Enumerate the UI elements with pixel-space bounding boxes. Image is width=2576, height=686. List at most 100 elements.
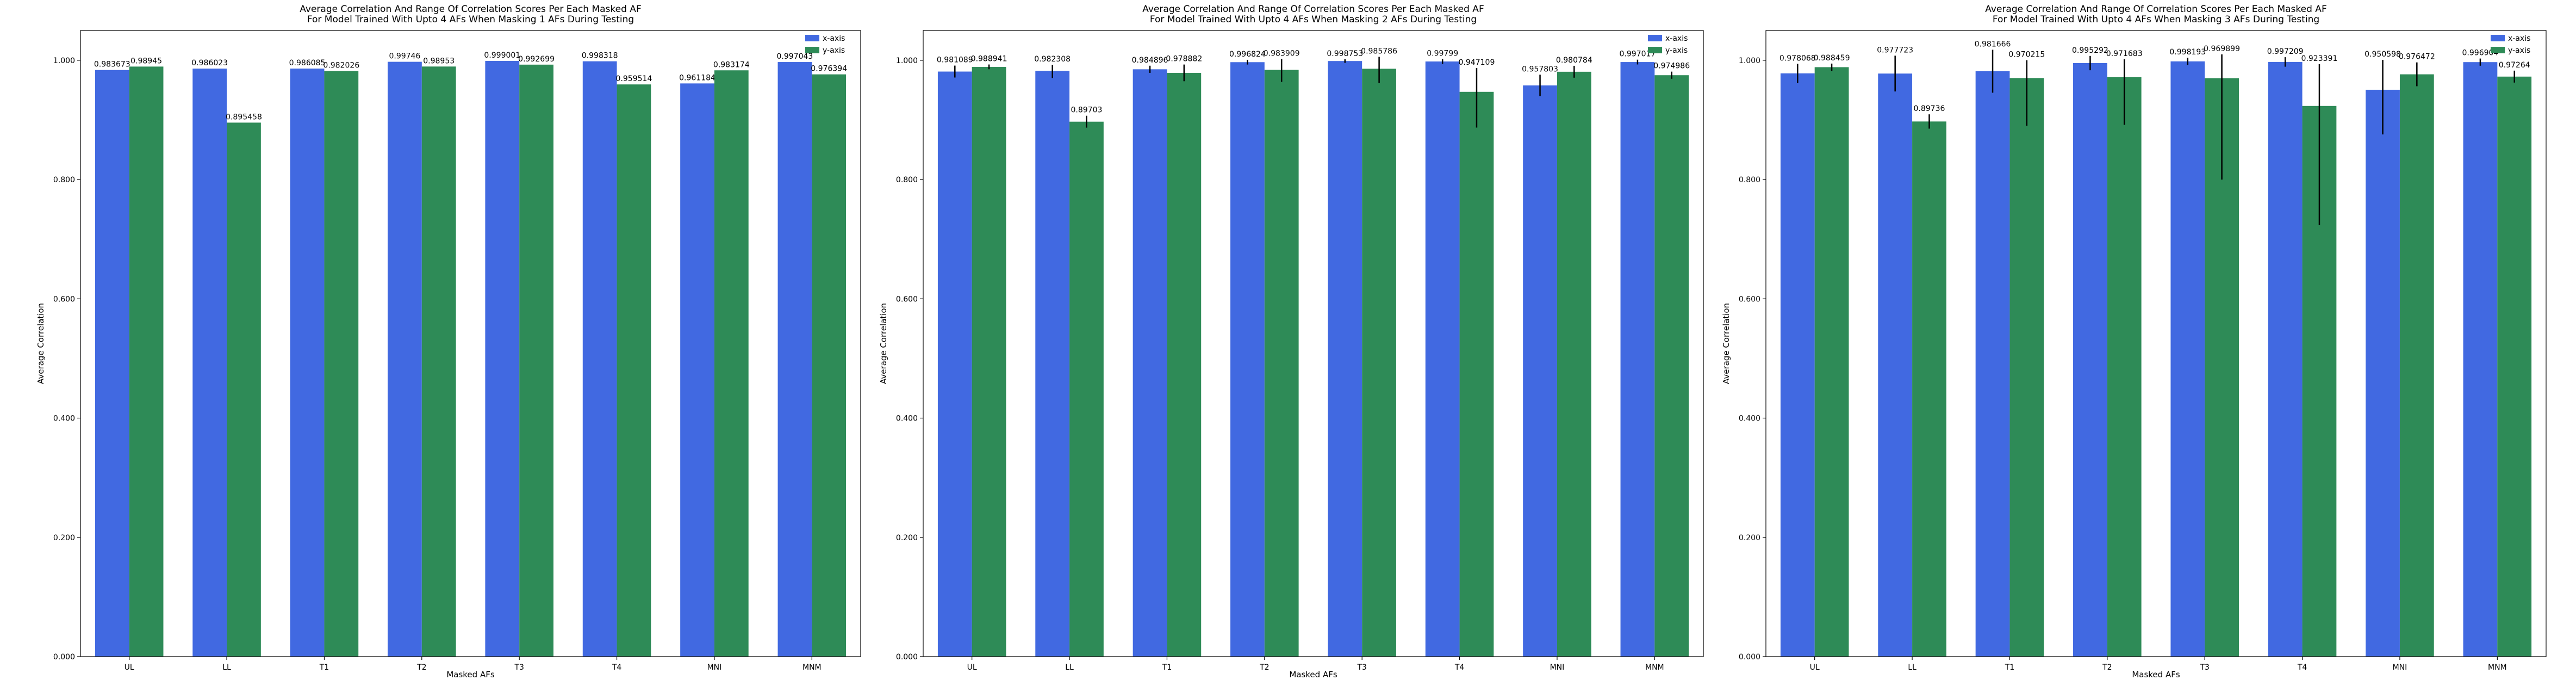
bar-y-axis-T2 (421, 66, 456, 657)
data-label-y-axis-UL: 0.98945 (130, 57, 162, 65)
data-label-x-axis-UL: 0.981089 (937, 56, 973, 65)
x-tick-label: MNI (2393, 663, 2407, 672)
data-label-y-axis-MNI: 0.980784 (1556, 56, 1592, 65)
x-axis-title: Masked AFs (1289, 670, 1337, 679)
y-tick-label: 0.600 (1739, 295, 1760, 304)
data-label-x-axis-T3: 0.998753 (1327, 50, 1363, 58)
bar-x-axis-LL (1878, 73, 1913, 657)
bar-y-axis-T2 (2107, 77, 2142, 657)
chart-title-line-1: Average Correlation And Range Of Correla… (300, 4, 641, 15)
x-axis-title: Masked AFs (446, 670, 495, 679)
bar-x-axis-MNI (1523, 85, 1557, 657)
x-tick-label: T1 (319, 663, 329, 672)
y-axis-title: Average Correlation (1721, 303, 1731, 384)
y-tick-label: 0.400 (896, 415, 918, 423)
bar-y-axis-MNI (714, 70, 749, 657)
data-label-y-axis-T4: 0.947109 (1459, 58, 1495, 67)
plot-frame (80, 30, 861, 657)
data-label-x-axis-MNI: 0.957803 (1522, 65, 1558, 73)
x-tick-label: T1 (2005, 663, 2014, 672)
data-label-y-axis-T1: 0.970215 (2008, 51, 2045, 59)
data-label-x-axis-T4: 0.99799 (1427, 50, 1458, 58)
chart-panel-2: Average Correlation And Range Of Correla… (879, 4, 1704, 679)
chart-title-line-1: Average Correlation And Range Of Correla… (1985, 4, 2326, 15)
data-label-x-axis-T2: 0.996824 (1229, 50, 1266, 59)
chart-panel-1: Average Correlation And Range Of Correla… (36, 4, 861, 679)
bar-x-axis-UL (95, 70, 129, 657)
y-tick-label: 0.800 (1739, 176, 1760, 184)
x-tick-label: LL (222, 663, 231, 672)
bar-x-axis-MNI (680, 83, 714, 657)
y-tick-label: 0.400 (1739, 415, 1760, 423)
bar-x-axis-T3 (2170, 61, 2205, 657)
bar-y-axis-LL (1912, 121, 1946, 657)
x-tick-label: LL (1065, 663, 1074, 672)
bar-x-axis-MNM (2463, 62, 2498, 657)
data-label-y-axis-T2: 0.971683 (2106, 50, 2143, 58)
x-tick-label: T3 (2199, 663, 2209, 672)
x-tick-label: T4 (1454, 663, 1465, 672)
x-tick-label: UL (1810, 663, 1820, 672)
data-label-x-axis-T1: 0.984896 (1132, 56, 1168, 65)
data-label-y-axis-MNI: 0.983174 (713, 60, 750, 69)
legend-swatch-x-axis (1648, 35, 1662, 41)
bar-y-axis-T2 (1264, 70, 1299, 657)
x-tick-label: MNM (2488, 663, 2507, 672)
bar-y-axis-MNM (1654, 75, 1689, 657)
data-label-y-axis-MNI: 0.976472 (2399, 53, 2435, 61)
x-tick-label: T2 (416, 663, 426, 672)
data-label-x-axis-UL: 0.978068 (1779, 54, 1816, 63)
data-label-x-axis-LL: 0.977723 (1877, 46, 1913, 54)
data-label-x-axis-T1: 0.986085 (289, 59, 326, 67)
x-tick-label: T3 (514, 663, 524, 672)
y-tick-label: 0.800 (53, 176, 75, 184)
bar-x-axis-T3 (1328, 61, 1362, 657)
data-label-x-axis-MNM: 0.997017 (1620, 50, 1656, 59)
chart-title-line-1: Average Correlation And Range Of Correla… (1142, 4, 1484, 15)
x-tick-label: UL (125, 663, 134, 672)
legend-label-y-axis: y-axis (823, 46, 845, 55)
y-tick-label: 0.800 (896, 176, 918, 184)
bar-y-axis-T4 (1459, 91, 1494, 657)
x-tick-label: MNI (707, 663, 722, 672)
bar-y-axis-T4 (617, 84, 651, 657)
plot-frame (923, 30, 1704, 657)
bar-x-axis-UL (1780, 73, 1815, 657)
y-tick-label: 1.000 (1739, 57, 1760, 65)
bar-x-axis-UL (937, 71, 972, 657)
bar-y-axis-MNM (2497, 76, 2532, 657)
data-label-y-axis-T3: 0.992699 (518, 55, 555, 64)
y-tick-label: 0.000 (53, 653, 75, 662)
bar-x-axis-T2 (2073, 63, 2107, 657)
x-tick-label: MNM (802, 663, 822, 672)
plot-frame (1765, 30, 2547, 657)
data-label-y-axis-LL: 0.89736 (1914, 104, 1945, 113)
data-label-x-axis-T1: 0.981666 (1975, 40, 2011, 48)
bar-x-axis-T2 (388, 61, 422, 657)
y-tick-label: 0.200 (53, 534, 75, 542)
chart-panel-3: Average Correlation And Range Of Correla… (1721, 4, 2547, 679)
bar-x-axis-LL (1035, 71, 1070, 657)
x-tick-label: T4 (2297, 663, 2307, 672)
bar-y-axis-T1 (2009, 78, 2044, 657)
bar-y-axis-UL (972, 66, 1006, 657)
x-tick-label: MNM (1645, 663, 1664, 672)
bar-x-axis-T4 (2268, 61, 2303, 657)
bar-y-axis-MNI (1557, 71, 1591, 657)
data-label-y-axis-T4: 0.923391 (2301, 54, 2338, 63)
bar-y-axis-T3 (519, 64, 553, 657)
data-label-y-axis-LL: 0.89703 (1071, 106, 1103, 115)
x-axis-title: Masked AFs (2132, 670, 2180, 679)
y-axis-title: Average Correlation (36, 303, 46, 384)
data-label-y-axis-T1: 0.982026 (323, 61, 359, 70)
legend-swatch-x-axis (805, 35, 819, 41)
y-tick-label: 0.600 (896, 295, 918, 304)
bar-y-axis-T1 (324, 71, 359, 657)
bar-x-axis-T2 (1230, 62, 1265, 657)
y-tick-label: 1.000 (53, 57, 75, 65)
bar-y-axis-LL (227, 122, 261, 657)
data-label-y-axis-MNM: 0.974986 (1653, 62, 1690, 71)
bar-x-axis-T4 (1425, 61, 1460, 657)
y-tick-label: 0.000 (1739, 653, 1760, 662)
x-tick-label: MNI (1550, 663, 1565, 672)
